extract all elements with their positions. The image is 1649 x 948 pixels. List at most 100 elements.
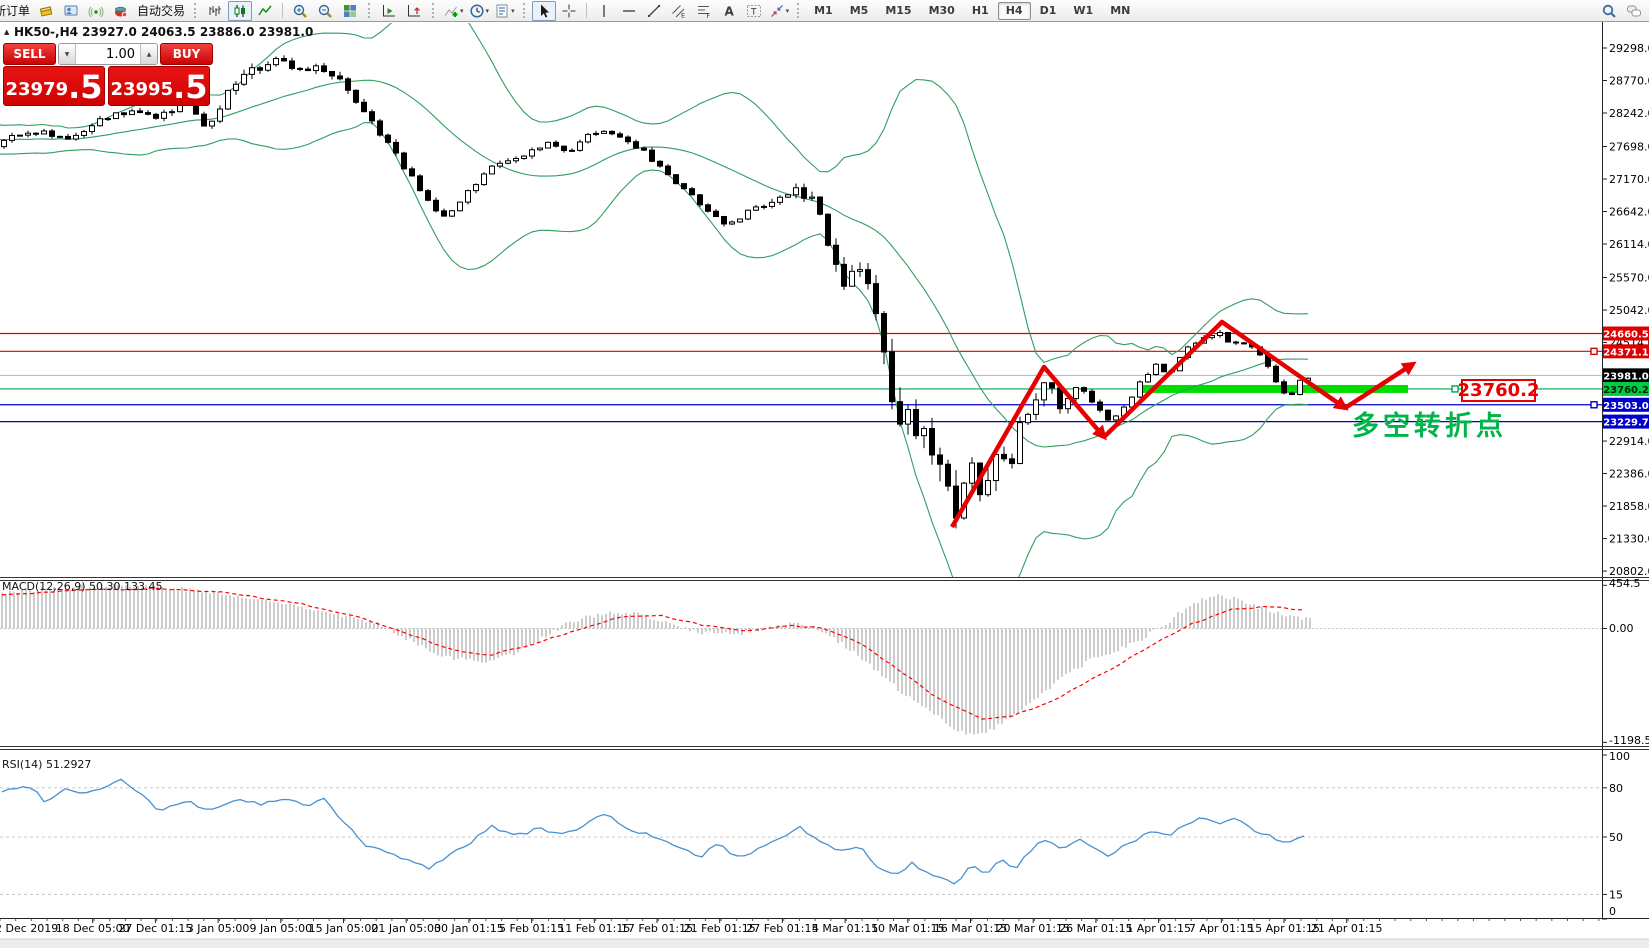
zoom-out-icon — [318, 4, 332, 18]
svg-text:2 Dec 2019: 2 Dec 2019 — [0, 922, 58, 935]
turning-point-note[interactable]: 多空转折点 — [1352, 411, 1507, 442]
toolbar-text-button[interactable]: A — [717, 1, 741, 21]
sell-button[interactable]: SELL — [3, 43, 56, 65]
horizontal-price-lines[interactable] — [0, 332, 1602, 423]
toolbar-periods-button[interactable]: ▾ — [467, 1, 492, 21]
search-icon — [1602, 4, 1616, 18]
volume-increase-button[interactable]: ▲ — [140, 44, 157, 64]
svg-text:23503.0: 23503.0 — [1603, 401, 1649, 412]
svg-text:25042.0: 25042.0 — [1609, 304, 1649, 317]
fibonacci-icon: F — [697, 5, 710, 19]
toolbar-grip — [797, 3, 800, 18]
toolbar-templates-button[interactable]: ▾ — [492, 1, 517, 21]
toolbar-vertical-line-button[interactable] — [592, 1, 616, 21]
toolbar-crosshair-button[interactable] — [557, 1, 581, 21]
svg-text:20 Mar 01:15: 20 Mar 01:15 — [996, 922, 1069, 935]
timeframe-h1-button[interactable]: H1 — [971, 4, 989, 17]
line-anchor-marker[interactable] — [1451, 385, 1459, 393]
toolbar-candlestick-chart-button[interactable] — [228, 0, 253, 21]
toolbar: 新订单 自动交易 ▾ ▾ ▾ E F A T ▾ M1 M5 M15 M30 H1 H4 D1 W1 MN — [0, 0, 1649, 22]
toolbar-chart-shift-button[interactable] — [402, 1, 426, 21]
toolbar-line-chart-button[interactable] — [253, 1, 277, 21]
rsi-indicator-label: RSI(14) 51.2927 — [2, 758, 92, 771]
svg-text:23760.2: 23760.2 — [1603, 385, 1649, 396]
toolbar-text-label-button[interactable]: T — [742, 1, 766, 21]
buy-price-display[interactable]: 23995.5 — [108, 66, 210, 106]
autotrade-label: 自动交易 — [137, 4, 186, 18]
toolbar-equidistant-channel-button[interactable]: E — [667, 1, 691, 21]
svg-text:27170.0: 27170.0 — [1609, 173, 1649, 186]
svg-text:100: 100 — [1609, 750, 1630, 763]
vertical-line-icon — [602, 4, 605, 17]
toolbar-grip — [368, 3, 371, 18]
toolbar-chat-button[interactable] — [1622, 1, 1646, 21]
toolbar-add-indicator-button[interactable]: ▾ — [441, 1, 466, 21]
chart-window[interactable]: 29298.0 28770.0 28242.0 27698.0 27170.0 26642… — [0, 22, 1649, 948]
toolbar-auto-scroll-button[interactable] — [377, 1, 401, 21]
svg-text:23981.0: 23981.0 — [1603, 371, 1649, 382]
svg-text:7 Apr 01:15: 7 Apr 01:15 — [1189, 922, 1254, 935]
toolbar-market-watch-button[interactable] — [59, 1, 83, 21]
panel-collapse-icon[interactable]: ▲ — [4, 28, 10, 36]
periods-icon — [469, 3, 484, 18]
timeframe-m1-button[interactable]: M1 — [814, 4, 833, 17]
svg-text:26114.0: 26114.0 — [1609, 238, 1649, 251]
svg-text:E: E — [681, 11, 685, 19]
annotation-green-band[interactable] — [1140, 384, 1408, 393]
toolbar-autotrade-button[interactable] — [109, 1, 133, 21]
timeframe-h4-button[interactable]: H4 — [997, 1, 1031, 20]
svg-text:50: 50 — [1609, 831, 1623, 844]
svg-text:20802.0: 20802.0 — [1609, 565, 1649, 578]
sell-price-display[interactable]: 23979.5 — [3, 66, 105, 106]
pane-borders — [0, 22, 1649, 919]
toolbar-trendline-button[interactable] — [642, 1, 666, 21]
timeframe-w1-button[interactable]: W1 — [1073, 4, 1094, 17]
svg-text:28242.0: 28242.0 — [1609, 107, 1649, 120]
toolbar-grip — [194, 3, 197, 18]
line-anchor-marker[interactable] — [1590, 347, 1598, 356]
svg-text:5 Feb 01:15: 5 Feb 01:15 — [499, 922, 564, 935]
svg-text:A: A — [724, 4, 734, 18]
svg-text:-1198.58: -1198.58 — [1609, 734, 1649, 747]
horizontal-line-icon — [622, 9, 635, 12]
toolbar-shapes-button[interactable]: ▾ — [767, 1, 792, 21]
toolbar-cursor-button[interactable] — [531, 0, 556, 21]
bollinger-bands — [0, 23, 1309, 577]
chat-icon — [1627, 5, 1641, 16]
new-order-label[interactable]: 新订单 — [0, 4, 31, 18]
timeframe-mn-button[interactable]: MN — [1110, 4, 1131, 17]
toolbar-fibonacci-button[interactable]: F — [692, 1, 716, 21]
chart-ohlc-header: HK50-,H4 23927.0 24063.5 23886.0 23981.0 — [14, 25, 314, 39]
timeframe-m5-button[interactable]: M5 — [849, 4, 869, 17]
svg-text:26 Mar 01:15: 26 Mar 01:15 — [1059, 922, 1132, 935]
toolbar-grip — [522, 3, 526, 18]
volume-input[interactable]: 1.00 — [106, 46, 135, 62]
chart-canvas[interactable]: 29298.0 28770.0 28242.0 27698.0 27170.0 26642… — [0, 22, 1649, 948]
buy-button[interactable]: BUY — [160, 43, 213, 65]
svg-text:29298.0: 29298.0 — [1609, 42, 1649, 55]
rsi-line — [1, 778, 1305, 885]
zoom-in-icon — [293, 4, 307, 18]
svg-text:27 Dec 01:15: 27 Dec 01:15 — [118, 922, 192, 935]
line-anchor-marker[interactable] — [1590, 401, 1598, 409]
svg-text:30 Jan 01:15: 30 Jan 01:15 — [434, 922, 504, 935]
volume-decrease-button[interactable]: ▼ — [59, 44, 76, 64]
toolbar-order-box-button[interactable] — [34, 1, 58, 21]
toolbar-signals-button[interactable] — [84, 1, 108, 21]
trend-arrows[interactable] — [950, 319, 1417, 529]
toolbar-horizontal-line-button[interactable] — [617, 1, 641, 21]
toolbar-search-button[interactable] — [1597, 1, 1621, 21]
toolbar-tile-windows-button[interactable] — [338, 1, 362, 21]
timeframe-m30-button[interactable]: M30 — [928, 4, 955, 17]
svg-text:15 Apr 01:15: 15 Apr 01:15 — [1248, 922, 1320, 935]
auto-scroll-icon — [383, 4, 396, 16]
toolbar-bar-chart-button[interactable] — [203, 1, 227, 21]
text-icon: A — [724, 4, 734, 18]
toolbar-zoom-in-button[interactable] — [288, 1, 312, 21]
timeframe-d1-button[interactable]: D1 — [1039, 4, 1057, 17]
timeframe-m15-button[interactable]: M15 — [885, 4, 912, 17]
bar-chart-icon — [209, 5, 221, 16]
price-callout-box[interactable]: 23760.2 — [1457, 379, 1540, 402]
svg-text:4 Mar 01:15: 4 Mar 01:15 — [812, 922, 878, 935]
toolbar-zoom-out-button[interactable] — [313, 1, 337, 21]
